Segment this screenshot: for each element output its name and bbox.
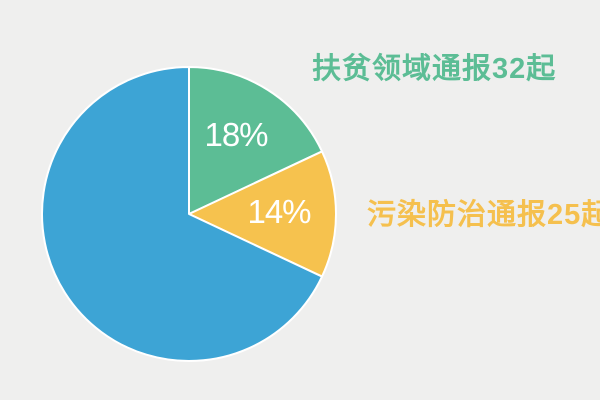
pie-slice-1 <box>188 150 337 278</box>
pie-percent-label-green: 18% <box>204 116 268 153</box>
callout-poverty-relief: 扶贫领域通报32起 <box>312 53 557 85</box>
callout-pollution-control: 污染防治通报25起 <box>367 199 600 231</box>
pie-percent-label-yellow: 14% <box>247 193 311 230</box>
pie-slice-0 <box>188 66 324 215</box>
pie-slice-2 <box>41 66 324 362</box>
